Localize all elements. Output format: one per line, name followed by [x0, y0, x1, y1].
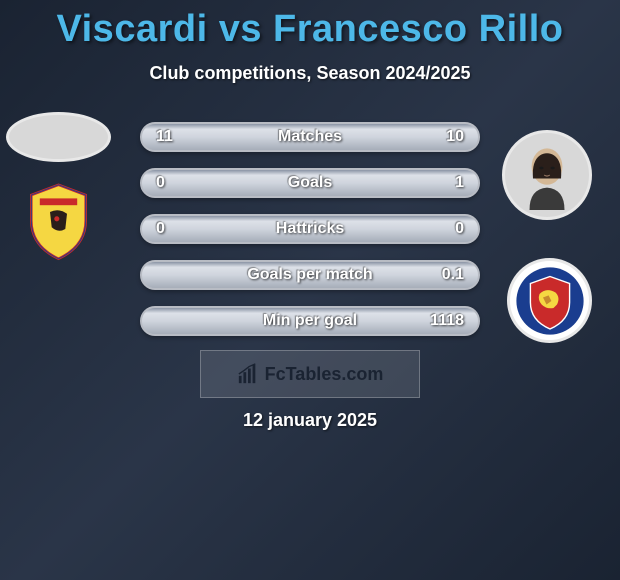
watermark-text: FcTables.com [265, 364, 384, 385]
stat-left-value: 0 [156, 174, 186, 192]
stat-left-value: 0 [156, 220, 186, 238]
stat-label: Hattricks [276, 220, 344, 238]
stat-label: Matches [278, 128, 342, 146]
shield-icon [16, 178, 101, 263]
stat-right-value: 1 [434, 174, 464, 192]
stat-bar-hattricks: 0 Hattricks 0 [140, 214, 480, 244]
stat-bar-matches: 11 Matches 10 [140, 122, 480, 152]
player-left-avatar [6, 112, 111, 162]
comparison-subtitle: Club competitions, Season 2024/2025 [0, 63, 620, 84]
team-left-crest [16, 178, 101, 263]
comparison-date: 12 january 2025 [0, 410, 620, 431]
shield-icon [515, 266, 585, 336]
stats-bars: 11 Matches 10 0 Goals 1 0 Hattricks 0 Go… [140, 122, 480, 352]
stat-label: Goals [288, 174, 332, 192]
stat-label: Min per goal [263, 312, 357, 330]
comparison-title: Viscardi vs Francesco Rillo [0, 0, 620, 51]
stat-right-value: 1118 [430, 312, 464, 330]
stat-right-value: 0.1 [434, 266, 464, 284]
player-right-avatar [502, 130, 592, 220]
chart-icon [237, 363, 259, 385]
stat-label: Goals per match [247, 266, 372, 284]
stat-right-value: 0 [434, 220, 464, 238]
team-right-crest [507, 258, 592, 343]
watermark: FcTables.com [200, 350, 420, 398]
stat-bar-goals-per-match: Goals per match 0.1 [140, 260, 480, 290]
person-icon [512, 140, 582, 210]
stat-right-value: 10 [434, 128, 464, 146]
stat-bar-min-per-goal: Min per goal 1118 [140, 306, 480, 336]
stat-left-value: 11 [156, 128, 186, 146]
stat-bar-goals: 0 Goals 1 [140, 168, 480, 198]
